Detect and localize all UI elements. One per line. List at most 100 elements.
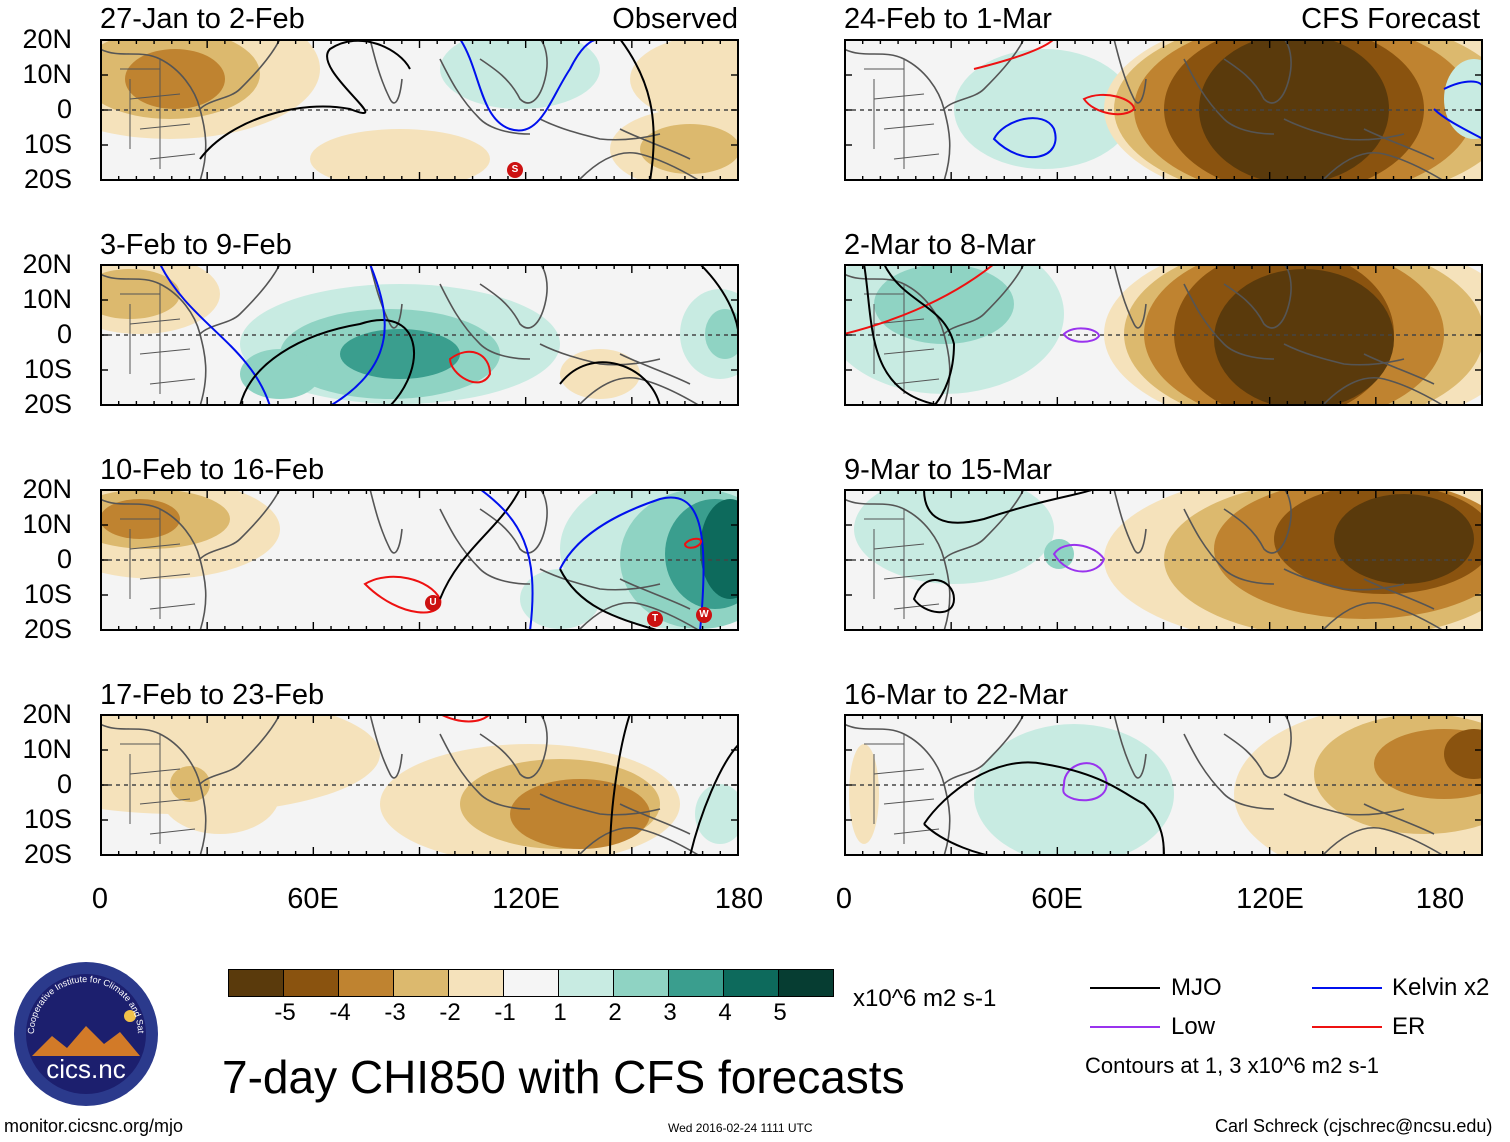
border-line [139, 798, 191, 805]
legend-label-low: Low [1171, 1013, 1216, 1040]
colorbar-swatch [283, 969, 339, 997]
chi850-shading [1044, 539, 1074, 569]
lat-label: 20N [22, 24, 72, 54]
panel-5-title: 24-Feb to 1-Mar [844, 3, 1052, 35]
tc-marker: S [507, 162, 523, 178]
coastline [1363, 128, 1435, 160]
anomaly-contour [459, 40, 601, 132]
coastline [479, 40, 548, 104]
logo-wordmark: cics.nc [46, 1054, 125, 1084]
coastline [619, 353, 691, 385]
chi850-shading [630, 40, 738, 124]
colorbar-swatch [668, 969, 724, 997]
anomaly-contour [559, 496, 705, 630]
lat-label: 0 [56, 94, 72, 124]
anomaly-contour [845, 265, 995, 335]
lat-label: 10S [23, 129, 72, 159]
coastline [1223, 40, 1292, 104]
anomaly-contour [329, 265, 386, 405]
lat-label: 0 [56, 319, 72, 349]
map-panel-forecast-2 [844, 264, 1483, 406]
border-line [129, 768, 181, 775]
chi850-shading [1444, 729, 1482, 779]
anomaly-contour [479, 490, 534, 630]
coastline [1113, 715, 1147, 779]
colorbar-tick-label: 1 [553, 999, 567, 1026]
anomaly-contour [559, 568, 661, 630]
panel-2-title: 3-Feb to 9-Feb [100, 229, 292, 261]
shading-group [101, 490, 738, 630]
colorbar-swatch [613, 969, 669, 997]
lon-label: 0 [835, 883, 853, 915]
lon-label: 60E [1031, 883, 1083, 915]
anomaly-contour [619, 40, 655, 180]
shading-group [101, 715, 738, 855]
coastline [101, 723, 207, 855]
chi850-shading [240, 349, 320, 399]
footer-url[interactable]: monitor.cicsnc.org/mjo [4, 1116, 184, 1136]
coastline [439, 733, 531, 810]
map-panel-observed-1 [100, 39, 739, 181]
coastline [1113, 40, 1147, 104]
coastline [619, 803, 691, 835]
lat-label: 20S [23, 389, 72, 419]
coastline [943, 490, 1025, 560]
border-line [149, 603, 196, 610]
lat-label: 0 [56, 769, 72, 799]
coastline [845, 48, 951, 180]
chi850-shading [1214, 269, 1394, 405]
chi850-shading [705, 309, 738, 359]
coastline [579, 152, 700, 180]
border-line [129, 93, 181, 100]
colorbar-tick-label: -5 [274, 999, 296, 1026]
coastline [943, 715, 1025, 785]
border-line [873, 543, 925, 550]
colorbar-units: x10^6 m2 s-1 [853, 985, 997, 1012]
colorbar-tick-label: 5 [773, 999, 787, 1026]
coastline [101, 498, 207, 630]
legend-swatch-er [1312, 1026, 1382, 1028]
coastline [479, 490, 548, 554]
contours-note: Contours at 1, 3 x10^6 m2 s-1 [1085, 1053, 1380, 1078]
coastline-group [101, 265, 700, 405]
legend-label-er: ER [1392, 1013, 1426, 1040]
coastline [1283, 343, 1405, 366]
coastline [619, 128, 691, 160]
coastline [1323, 152, 1444, 180]
panel-3-title: 10-Feb to 16-Feb [100, 454, 325, 486]
lat-label: 20N [22, 699, 72, 729]
border-line [139, 573, 191, 580]
panel-4-title: 17-Feb to 23-Feb [100, 679, 325, 711]
coastline [369, 265, 403, 329]
anomaly-contour [239, 319, 415, 405]
lon-label: 180 [1415, 883, 1465, 915]
lat-label: 10N [22, 509, 72, 539]
footer-timestamp: Wed 2016-02-24 1111 UTC [668, 1121, 813, 1135]
coastline [1223, 490, 1292, 554]
coastline [943, 265, 1025, 335]
lat-label: 10N [22, 284, 72, 314]
coastline [1363, 803, 1435, 835]
coastline [479, 265, 548, 329]
panel-8-title: 16-Mar to 22-Mar [844, 679, 1069, 711]
lat-label: 20S [23, 839, 72, 869]
coastline-group [845, 715, 1444, 855]
colorbar [228, 969, 834, 997]
border-line [893, 603, 940, 610]
anomaly-contour [1052, 543, 1106, 573]
coastline [439, 283, 531, 360]
coastline [199, 490, 281, 560]
colorbar-tick-label: -2 [439, 999, 461, 1026]
coastline [369, 715, 403, 779]
colorbar-swatch [393, 969, 449, 997]
lat-label: 10N [22, 59, 72, 89]
shading-group [845, 40, 1482, 180]
anomaly-contour [683, 537, 702, 549]
border-line [149, 153, 196, 160]
coastline [1363, 353, 1435, 385]
lon-label: 120E [492, 883, 560, 915]
chi850-shading [440, 40, 600, 109]
legend-label-kelvin: Kelvin x2 [1392, 974, 1490, 1001]
panel-1-title: 27-Jan to 2-Feb [100, 3, 305, 35]
coastline [1323, 377, 1444, 405]
